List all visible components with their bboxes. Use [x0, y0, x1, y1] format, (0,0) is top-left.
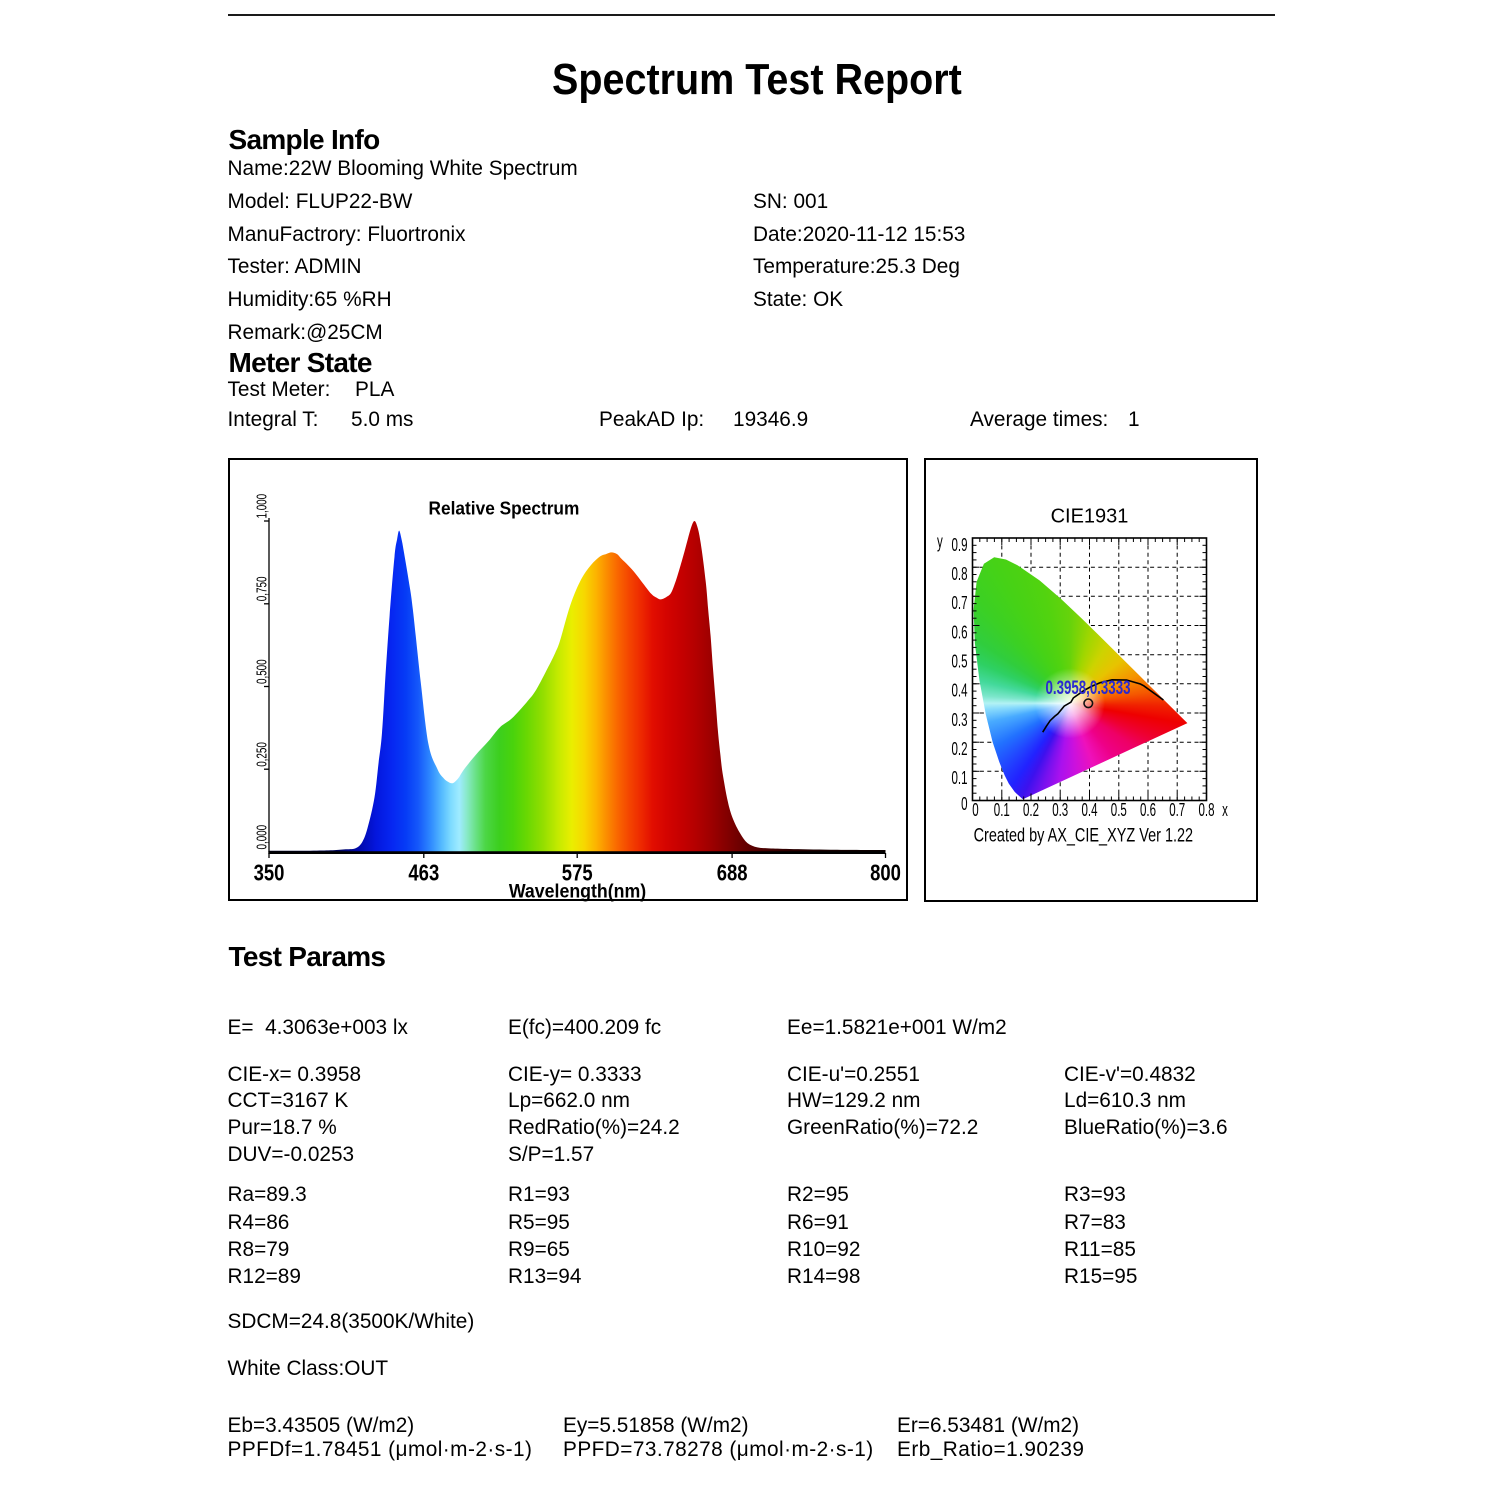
svg-text:0,500: 0,500 [254, 659, 270, 684]
svg-text:0,250: 0,250 [254, 742, 270, 767]
svg-text:0.2: 0.2 [1023, 801, 1039, 821]
svg-text:0.3958,0.3333: 0.3958,0.3333 [1046, 678, 1131, 699]
svg-text:0.8: 0.8 [951, 564, 967, 584]
svg-text:0.1: 0.1 [951, 768, 967, 788]
svg-text:350: 350 [254, 861, 285, 887]
svg-text:CIE1931: CIE1931 [1051, 505, 1129, 527]
svg-text:0.5: 0.5 [1111, 801, 1127, 821]
svg-text:0.7: 0.7 [951, 593, 967, 613]
svg-text:y: y [937, 532, 943, 552]
svg-text:0,750: 0,750 [254, 576, 270, 601]
svg-text:0: 0 [972, 801, 978, 821]
svg-text:1,000: 1,000 [254, 494, 270, 519]
svg-text:0.2: 0.2 [951, 739, 967, 759]
svg-text:0.9: 0.9 [951, 535, 967, 555]
svg-text:0,000: 0,000 [254, 825, 270, 850]
svg-text:0.3: 0.3 [1052, 801, 1068, 821]
svg-text:0.6: 0.6 [1140, 801, 1156, 821]
svg-text:463: 463 [408, 861, 439, 887]
svg-text:0.4: 0.4 [1081, 801, 1097, 821]
svg-text:800: 800 [870, 861, 901, 887]
svg-text:0.3: 0.3 [951, 710, 967, 730]
svg-text:0.7: 0.7 [1169, 801, 1185, 821]
svg-text:Wavelength(nm): Wavelength(nm) [509, 880, 646, 902]
svg-text:575: 575 [562, 861, 593, 887]
svg-text:0.4: 0.4 [951, 681, 967, 701]
svg-text:0.1: 0.1 [994, 801, 1010, 821]
svg-text:0.5: 0.5 [951, 652, 967, 672]
svg-text:688: 688 [717, 861, 748, 887]
svg-text:0: 0 [961, 794, 967, 814]
svg-text:0.6: 0.6 [951, 623, 967, 643]
svg-text:Relative Spectrum: Relative Spectrum [429, 498, 580, 519]
svg-text:0.8: 0.8 [1198, 801, 1214, 821]
svg-text:Created by AX_CIE_XYZ Ver 1.22: Created by AX_CIE_XYZ Ver 1.22 [974, 825, 1194, 846]
svg-text:x: x [1222, 801, 1228, 821]
